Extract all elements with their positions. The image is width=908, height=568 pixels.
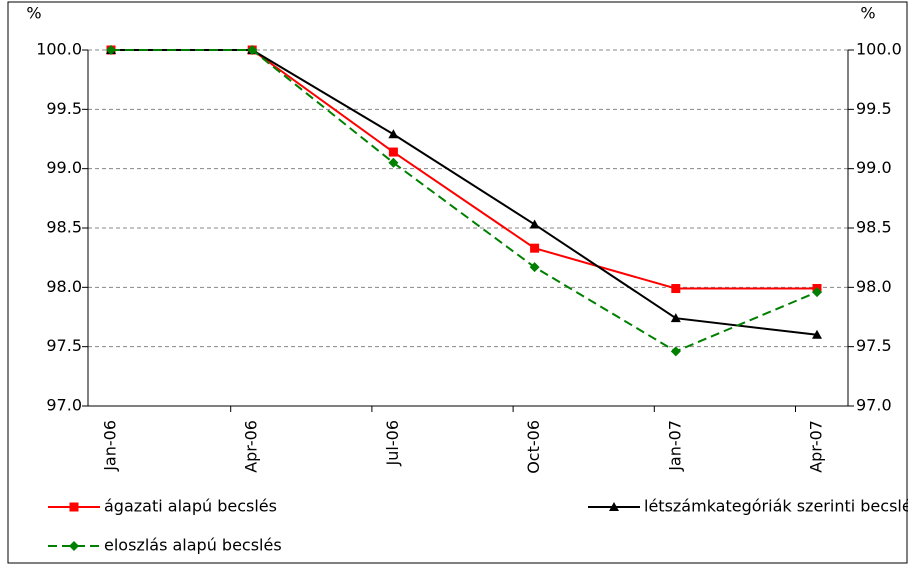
- marker: [106, 45, 116, 55]
- y-axis-label: %: [26, 4, 41, 23]
- x-tick-label: Jan-06: [101, 420, 120, 472]
- marker: [69, 541, 79, 551]
- y2-tick-label: 99.0: [856, 158, 892, 177]
- series-line: [111, 49, 818, 353]
- marker: [388, 157, 399, 168]
- marker: [812, 287, 822, 298]
- marker: [609, 502, 619, 511]
- marker: [671, 284, 681, 294]
- marker: [388, 147, 398, 157]
- x-tick-label: Apr-07: [807, 420, 826, 473]
- x-tick-label: Oct-06: [524, 420, 543, 474]
- y2-tick-label: 98.5: [856, 218, 892, 237]
- marker: [670, 346, 681, 357]
- marker: [388, 129, 399, 139]
- y2-tick-label: 100.0: [856, 40, 902, 59]
- legend-label: ágazati alapú becslés: [104, 497, 277, 516]
- y-tick-label: 99.5: [46, 99, 82, 118]
- series-line: [111, 49, 817, 290]
- y2-tick-label: 97.5: [856, 336, 892, 355]
- y2-tick-label: 99.5: [856, 99, 892, 118]
- y-tick-label: 100.0: [36, 40, 82, 59]
- marker: [529, 262, 540, 273]
- y2-tick-label: 98.0: [856, 277, 892, 296]
- x-tick-label: Apr-06: [242, 420, 261, 473]
- y-tick-label: 97.5: [46, 336, 82, 355]
- marker: [529, 219, 540, 229]
- marker: [247, 45, 258, 55]
- x-tick-label: Jan-07: [665, 420, 684, 472]
- y2-axis-label: %: [860, 4, 875, 23]
- marker: [812, 329, 822, 339]
- marker: [530, 243, 540, 253]
- legend-label: eloszlás alapú becslés: [104, 536, 282, 555]
- y-tick-label: 99.0: [46, 158, 82, 177]
- marker: [69, 502, 79, 512]
- y-tick-label: 98.0: [46, 277, 82, 296]
- y-tick-label: 97.0: [46, 396, 82, 415]
- series-line: [111, 49, 818, 336]
- marker: [670, 313, 681, 323]
- x-tick-label: Jul-06: [383, 420, 402, 466]
- y-tick-label: 98.5: [46, 218, 82, 237]
- legend-label: létszámkategóriák szerinti becslés: [644, 497, 908, 516]
- y2-tick-label: 97.0: [856, 396, 892, 415]
- chart-border: [7, 1, 908, 564]
